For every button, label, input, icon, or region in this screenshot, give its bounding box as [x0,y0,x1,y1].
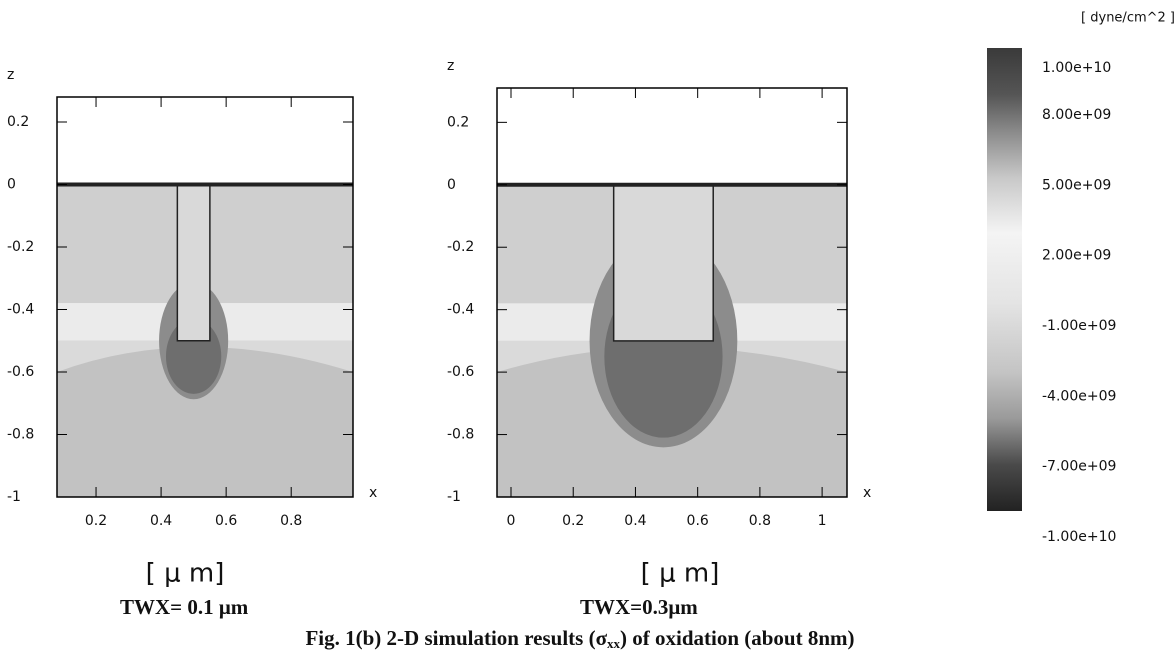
x-tick-label: 0.2 [562,513,584,529]
plot-frame [496,87,848,498]
colorbar-label: -7.00e+09 [1042,459,1116,475]
x-tick-label: 0.2 [85,513,107,529]
colorbar-label: 1.00e+10 [1042,60,1111,76]
y-tick-label: -1 [447,489,461,505]
colorbar-title: [ dyne/cm^2 ] [1081,11,1175,26]
region [612,184,714,342]
y-tick-label: -0.8 [7,427,34,443]
x-tick-label: 0 [507,513,516,529]
x-tick-label: 0.8 [280,513,302,529]
y-tick-label: -0.6 [447,364,474,380]
x-axis-label: x [863,485,871,501]
colorbar [987,48,1022,511]
plot-area [497,88,847,497]
panel-title: TWX=0.3μm [580,595,698,619]
colorbar-label: 5.00e+09 [1042,177,1111,193]
caption-part: Fig. 1(b) 2-D simulation results (σ [305,626,607,650]
y-tick-label: -0.6 [7,364,34,380]
x-tick-label: 0.6 [687,513,709,529]
y-tick-label: 0 [7,177,16,193]
y-tick-label: -0.8 [447,427,474,443]
y-tick-label: -0.4 [7,302,34,318]
unit-label: [ μ m] [146,559,225,589]
y-tick-label: 0.2 [447,114,469,130]
x-tick-label: 0.6 [215,513,237,529]
unit-label: [ μ m] [641,559,720,589]
region [176,183,211,342]
colorbar-label: 8.00e+09 [1042,107,1111,123]
colorbar-label: -1.00e+09 [1042,318,1116,334]
colorbar-label: -4.00e+09 [1042,388,1116,404]
region [57,340,353,372]
y-tick-label: -0.2 [7,239,34,255]
x-tick-label: 0.4 [624,513,646,529]
y-tick-label: 0 [447,177,456,193]
y-axis-label: z [7,67,14,83]
y-axis-label: z [447,58,454,74]
x-tick-label: 1 [818,513,827,529]
y-tick-label: 0.2 [7,114,29,130]
y-tick-label: -0.4 [447,302,474,318]
x-tick-label: 0.8 [749,513,771,529]
caption-sub: xx [607,636,621,651]
x-tick-label: 0.4 [150,513,172,529]
panel-title: TWX= 0.1 μm [120,595,249,619]
region [497,340,847,373]
y-tick-label: -0.2 [447,239,474,255]
plot-frame [56,96,354,498]
caption-part: ) of oxidation (about 8nm) [620,626,855,650]
colorbar-label: 2.00e+09 [1042,248,1111,264]
plot-area [57,97,353,497]
y-tick-label: -1 [7,489,21,505]
caption: Fig. 1(b) 2-D simulation results (σxx) o… [305,626,854,651]
colorbar-label: -1.00e+10 [1042,529,1116,545]
x-axis-label: x [369,485,377,501]
